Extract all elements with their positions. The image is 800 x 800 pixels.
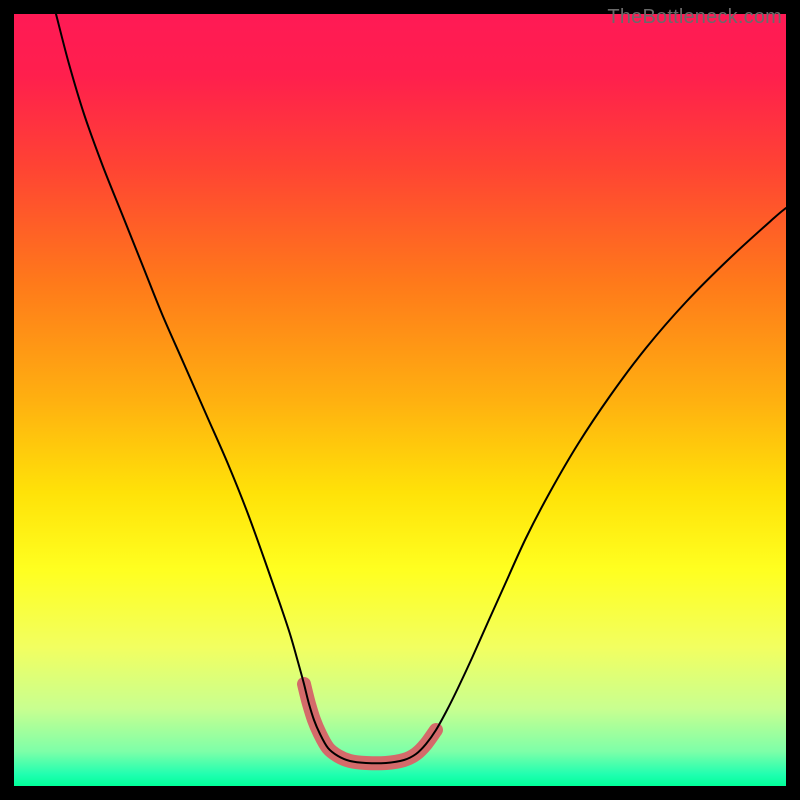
bottleneck-curve-chart — [14, 14, 786, 786]
gradient-background — [14, 14, 786, 786]
plot-area — [14, 14, 786, 786]
chart-frame: TheBottleneck.com — [0, 0, 800, 800]
watermark-text: TheBottleneck.com — [607, 6, 782, 29]
